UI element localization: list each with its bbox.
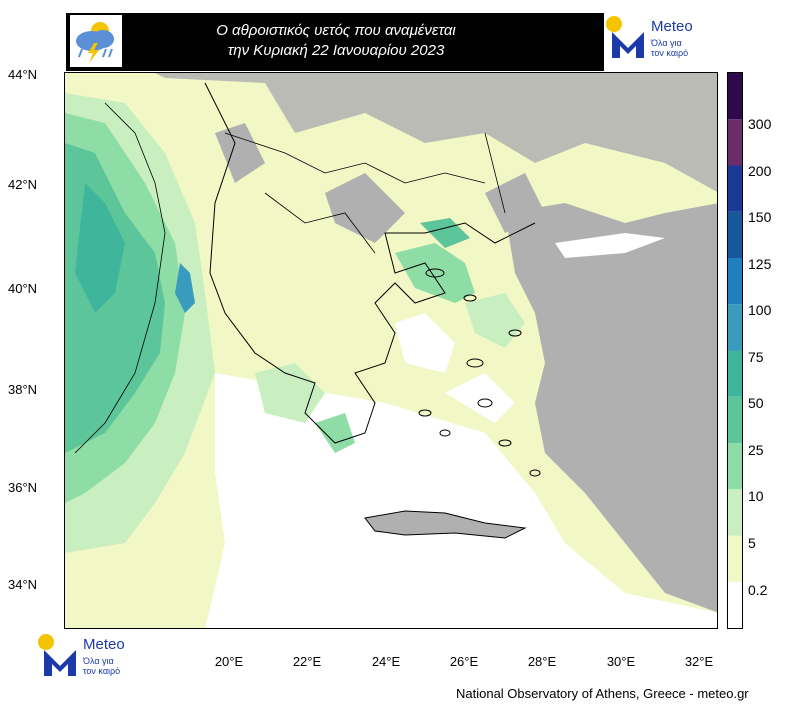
title-banner: Ο αθροιστικός υετός που αναμένεται την Κ… — [66, 13, 606, 71]
lat-label-38: 38°N — [8, 382, 38, 397]
lat-label-36: 36°N — [8, 480, 38, 495]
lat-label-42: 42°N — [8, 177, 38, 192]
meteo-m-icon — [38, 634, 76, 676]
legend-swatch — [728, 165, 742, 212]
legend-label-300: 300 — [748, 116, 772, 132]
legend-swatch — [728, 489, 742, 536]
lon-label-30: 30°E — [606, 654, 636, 669]
meteo-brand-name: Meteo — [651, 18, 693, 35]
legend-swatch — [728, 443, 742, 490]
legend-swatch — [728, 396, 742, 443]
legend-swatches — [728, 73, 742, 628]
legend-swatch — [728, 581, 742, 628]
lon-label-28: 28°E — [527, 654, 557, 669]
legend-label-150: 150 — [748, 209, 772, 225]
legend-label-0-2: 0.2 — [748, 582, 768, 598]
legend-label-75: 75 — [748, 349, 764, 365]
legend-swatch — [728, 73, 742, 120]
legend-swatch — [728, 211, 742, 258]
lat-label-44: 44°N — [8, 67, 38, 82]
meteo-tagline-line2: τον καιρό — [651, 48, 689, 58]
legend-colorbar — [727, 72, 743, 629]
map-title-line1: Ο αθροιστικός υετός που αναμένεται — [216, 22, 456, 39]
legend-label-125: 125 — [748, 256, 772, 272]
lat-label-34: 34°N — [8, 577, 38, 592]
meteo-tagline-line2: τον καιρό — [83, 666, 121, 676]
legend-swatch — [728, 119, 742, 166]
map-title: Ο αθροιστικός υετός που αναμένεται την Κ… — [66, 21, 606, 61]
lat-label-40: 40°N — [8, 281, 38, 296]
meteo-tagline: Όλα για τον καιρό — [83, 656, 143, 676]
legend-swatch — [728, 350, 742, 397]
legend-swatch — [728, 304, 742, 351]
lon-label-24: 24°E — [371, 654, 401, 669]
legend-label-5: 5 — [748, 535, 756, 551]
meteo-tagline: Όλα για τον καιρό — [651, 38, 711, 58]
legend-label-25: 25 — [748, 442, 764, 458]
lon-label-32: 32°E — [684, 654, 714, 669]
meteo-m-icon — [606, 16, 644, 58]
legend-swatch — [728, 258, 742, 305]
meteo-logo-top: Meteo Όλα για τον καιρό — [604, 12, 724, 74]
map-title-line2: την Κυριακή 22 Ιανουαρίου 2023 — [227, 42, 445, 59]
rain-cloud-icon — [70, 15, 122, 67]
lon-label-20: 20°E — [214, 654, 244, 669]
legend-swatch — [728, 535, 742, 582]
lon-label-26: 26°E — [449, 654, 479, 669]
map-canvas — [65, 73, 717, 628]
meteo-tagline-line1: Όλα για — [651, 38, 682, 48]
meteo-tagline-line1: Όλα για — [83, 656, 114, 666]
meteo-brand-name: Meteo — [83, 636, 125, 653]
legend-label-100: 100 — [748, 302, 772, 318]
footer-credit: National Observatory of Athens, Greece -… — [456, 686, 749, 701]
meteo-logo-bottom: Meteo Όλα για τον καιρό — [36, 630, 156, 692]
legend-label-50: 50 — [748, 395, 764, 411]
legend-label-200: 200 — [748, 163, 772, 179]
legend-label-10: 10 — [748, 488, 764, 504]
precipitation-map — [64, 72, 718, 629]
lon-label-22: 22°E — [292, 654, 322, 669]
